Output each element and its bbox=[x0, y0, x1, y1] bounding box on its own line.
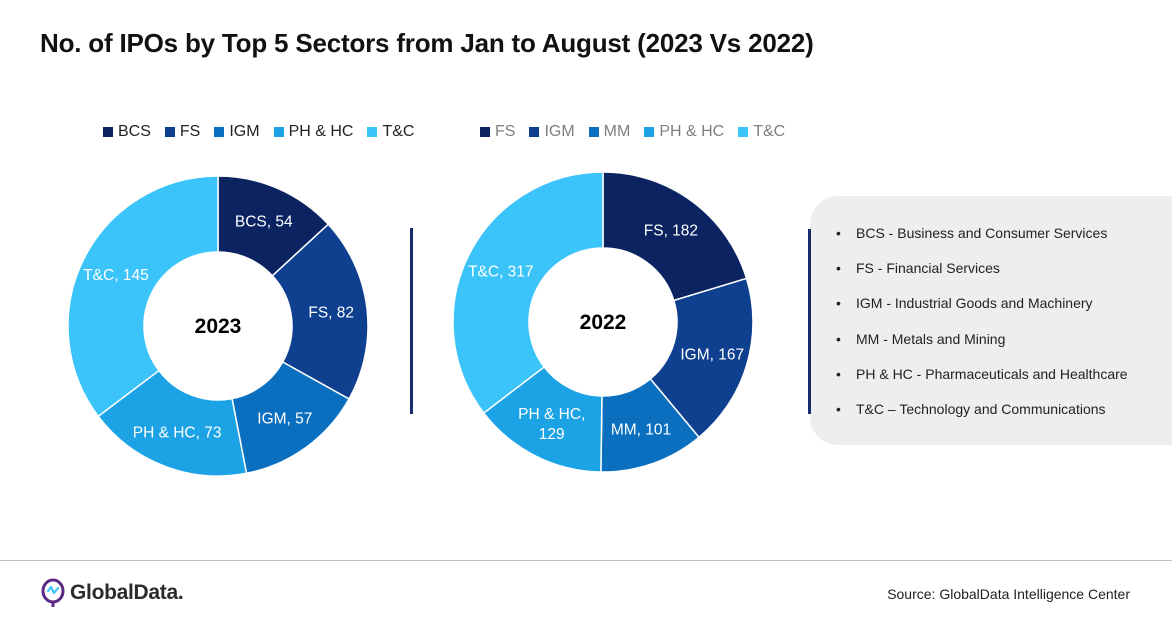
legend-label: FS bbox=[179, 123, 201, 140]
definitions-list: • BCS - Business and Consumer Services • F… bbox=[836, 224, 1128, 435]
definitions-panel bbox=[810, 196, 1172, 445]
definition-item: • IGM - Industrial Goods and Machinery bbox=[836, 295, 1093, 312]
slice-data-label: T&C, 145 bbox=[83, 267, 148, 284]
chart-title: No. of IPOs by Top 5 Sectors from Jan to… bbox=[40, 28, 814, 58]
legend-swatch bbox=[588, 127, 599, 137]
donut-center-label: 2023 bbox=[195, 315, 242, 338]
definition-item: • FS - Financial Services bbox=[836, 260, 1000, 277]
slice-data-label: IGM, 57 bbox=[257, 410, 312, 427]
legend-item: IGM bbox=[214, 123, 260, 141]
donut-slice-fs bbox=[271, 223, 369, 401]
bullet-icon: • bbox=[836, 330, 841, 347]
legend-label: T&C bbox=[382, 123, 415, 140]
legend-swatch bbox=[529, 127, 540, 137]
slice-data-label-line: T&C, 145 bbox=[83, 267, 148, 284]
slice-data-label: IGM, 167 bbox=[680, 347, 744, 364]
legend-item: T&C bbox=[738, 123, 785, 141]
bullet-icon: • bbox=[836, 400, 841, 417]
slice-data-label-line: PH & HC, bbox=[518, 406, 585, 423]
legend-item: IGM bbox=[529, 123, 575, 141]
globaldata-logo-icon bbox=[41, 578, 65, 607]
legend-item: PH & HC bbox=[644, 123, 724, 141]
slice-data-label-line: FS, 82 bbox=[308, 305, 354, 322]
legend-label: IGM bbox=[229, 123, 260, 140]
legend-2023: BCS FS IGM PH & HC T&C bbox=[103, 123, 428, 141]
slice-data-label-line: IGM, 57 bbox=[257, 410, 312, 427]
legend-label: PH & HC bbox=[288, 123, 354, 140]
legend-2022: FS IGM MM PH & HC T&C bbox=[480, 123, 799, 141]
legend-swatch bbox=[103, 127, 113, 137]
bullet-icon: • bbox=[836, 225, 841, 241]
donut-center-label: 2022 bbox=[580, 311, 627, 334]
bullet-icon: • bbox=[836, 365, 841, 382]
slice-data-label: PH & HC, 73 bbox=[133, 424, 222, 441]
legend-label: BCS bbox=[118, 123, 151, 140]
legend-item: T&C bbox=[367, 123, 414, 141]
globaldata-logo: GlobalData. bbox=[40, 578, 184, 608]
legend-item: FS bbox=[480, 123, 515, 141]
legend-item: FS bbox=[164, 123, 201, 141]
legend-swatch bbox=[214, 127, 225, 137]
legend-label: PH & HC bbox=[659, 123, 725, 140]
definition-item: • MM - Metals and Mining bbox=[836, 330, 1006, 347]
legend-label: IGM bbox=[544, 123, 575, 140]
definition-item: • PH & HC - Pharmaceuticals and Healthcar… bbox=[836, 365, 1128, 382]
slice-data-label: FS, 82 bbox=[308, 305, 354, 322]
definition-item: • T&C – Technology and Communications bbox=[836, 400, 1106, 417]
slice-data-label-line: FS, 182 bbox=[644, 222, 698, 239]
slice-data-label: MM, 101 bbox=[611, 421, 671, 438]
source-note: Source: GlobalData Intelligence Center bbox=[887, 586, 1130, 602]
slice-data-label-line: IGM, 167 bbox=[680, 347, 744, 364]
definition-item: • BCS - Business and Consumer Services bbox=[836, 225, 1108, 241]
donut-slice-t-c bbox=[452, 171, 604, 415]
slice-data-label-line: BCS, 54 bbox=[235, 214, 293, 231]
donut-slice-ph-hc bbox=[97, 369, 248, 477]
legend-swatch bbox=[164, 127, 175, 137]
donut-slice-igm bbox=[649, 277, 754, 439]
legend-swatch bbox=[644, 127, 655, 137]
slice-data-label-line: T&C, 317 bbox=[468, 263, 533, 280]
bullet-icon: • bbox=[836, 260, 841, 277]
legend-label: FS bbox=[495, 123, 516, 140]
slice-data-label: FS, 182 bbox=[644, 222, 698, 239]
donut-slice-fs bbox=[602, 171, 748, 302]
slice-data-label: BCS, 54 bbox=[235, 214, 293, 231]
footer-divider bbox=[0, 560, 1172, 561]
legend-label: T&C bbox=[753, 123, 786, 140]
definitions-accent-bar bbox=[808, 229, 811, 414]
donut-slice-t-c bbox=[67, 175, 219, 418]
legend-item: MM bbox=[588, 123, 631, 141]
slice-data-label: PH & HC, 129 bbox=[518, 406, 585, 443]
bullet-icon: • bbox=[836, 295, 841, 312]
legend-label: MM bbox=[603, 123, 631, 140]
slice-data-label-line: MM, 101 bbox=[611, 421, 671, 438]
slice-data-label-line: 129 bbox=[539, 426, 565, 443]
legend-swatch bbox=[480, 127, 490, 137]
slice-data-label-line: PH & HC, 73 bbox=[133, 424, 222, 441]
legend-item: BCS bbox=[103, 123, 151, 141]
donut-chart-2023: BCS, 54 FS, 82 IGM, 57 PH & HC, 73 T&C, 145 2… bbox=[67, 175, 369, 477]
legend-swatch bbox=[738, 127, 749, 137]
donut-chart-2022: FS, 182 IGM, 167 MM, 101 PH & HC, 129 T&C, 31… bbox=[452, 171, 754, 473]
chart-divider bbox=[410, 228, 413, 414]
legend-swatch bbox=[273, 127, 284, 137]
logo-text: GlobalData. bbox=[70, 581, 184, 604]
legend-item: PH & HC bbox=[273, 123, 354, 141]
legend-swatch bbox=[367, 127, 378, 137]
slice-data-label: T&C, 317 bbox=[468, 263, 533, 280]
